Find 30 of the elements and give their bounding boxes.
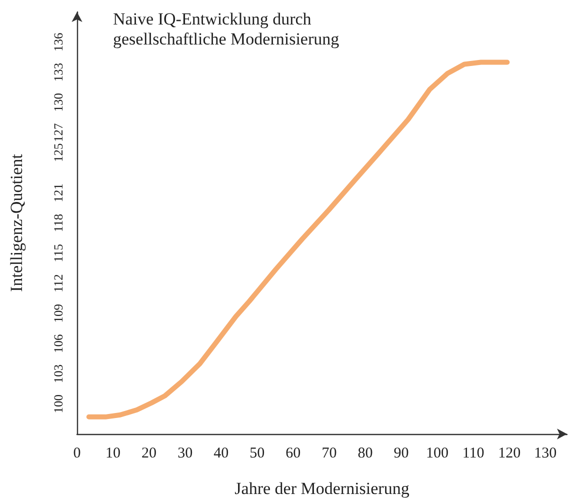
x-tick-label: 70 [322, 446, 337, 462]
y-tick-label: 130 [52, 93, 66, 112]
y-tick-label: 125 [52, 143, 66, 162]
x-tick-label: 80 [358, 446, 373, 462]
x-tick-label: 130 [534, 446, 557, 462]
x-tick-label: 0 [73, 446, 81, 462]
x-tick-label: 100 [426, 446, 449, 462]
y-tick-label: 127 [52, 123, 66, 142]
x-tick-label: 50 [250, 446, 265, 462]
y-tick-label: 136 [52, 32, 66, 52]
y-tick-label: 133 [52, 62, 66, 82]
y-tick-label: 112 [52, 274, 66, 292]
y-axis-title: Intelligenz-Quotient [7, 154, 26, 292]
y-tick-label: 121 [52, 183, 66, 202]
y-tick-label: 103 [52, 364, 66, 384]
x-tick-label: 120 [498, 446, 521, 462]
y-tick-label: 118 [52, 214, 66, 232]
x-tick-label: 40 [214, 446, 229, 462]
x-tick-label: 60 [286, 446, 301, 462]
x-tick-label: 30 [178, 446, 193, 462]
x-tick-label: 90 [394, 446, 409, 462]
y-tick-label: 106 [52, 334, 66, 353]
y-tick-label: 100 [52, 394, 66, 414]
chart-title: Naive IQ-Entwicklung durch gesellschaftliche Modernisierung [113, 10, 340, 48]
x-tick-label: 10 [106, 446, 121, 462]
y-tick-label: 115 [52, 244, 66, 262]
x-tick-label: 20 [142, 446, 157, 462]
x-tick-label: 110 [462, 446, 484, 462]
y-tick-label: 109 [52, 304, 66, 323]
x-axis-title: Jahre der Modernisierung [234, 479, 410, 498]
